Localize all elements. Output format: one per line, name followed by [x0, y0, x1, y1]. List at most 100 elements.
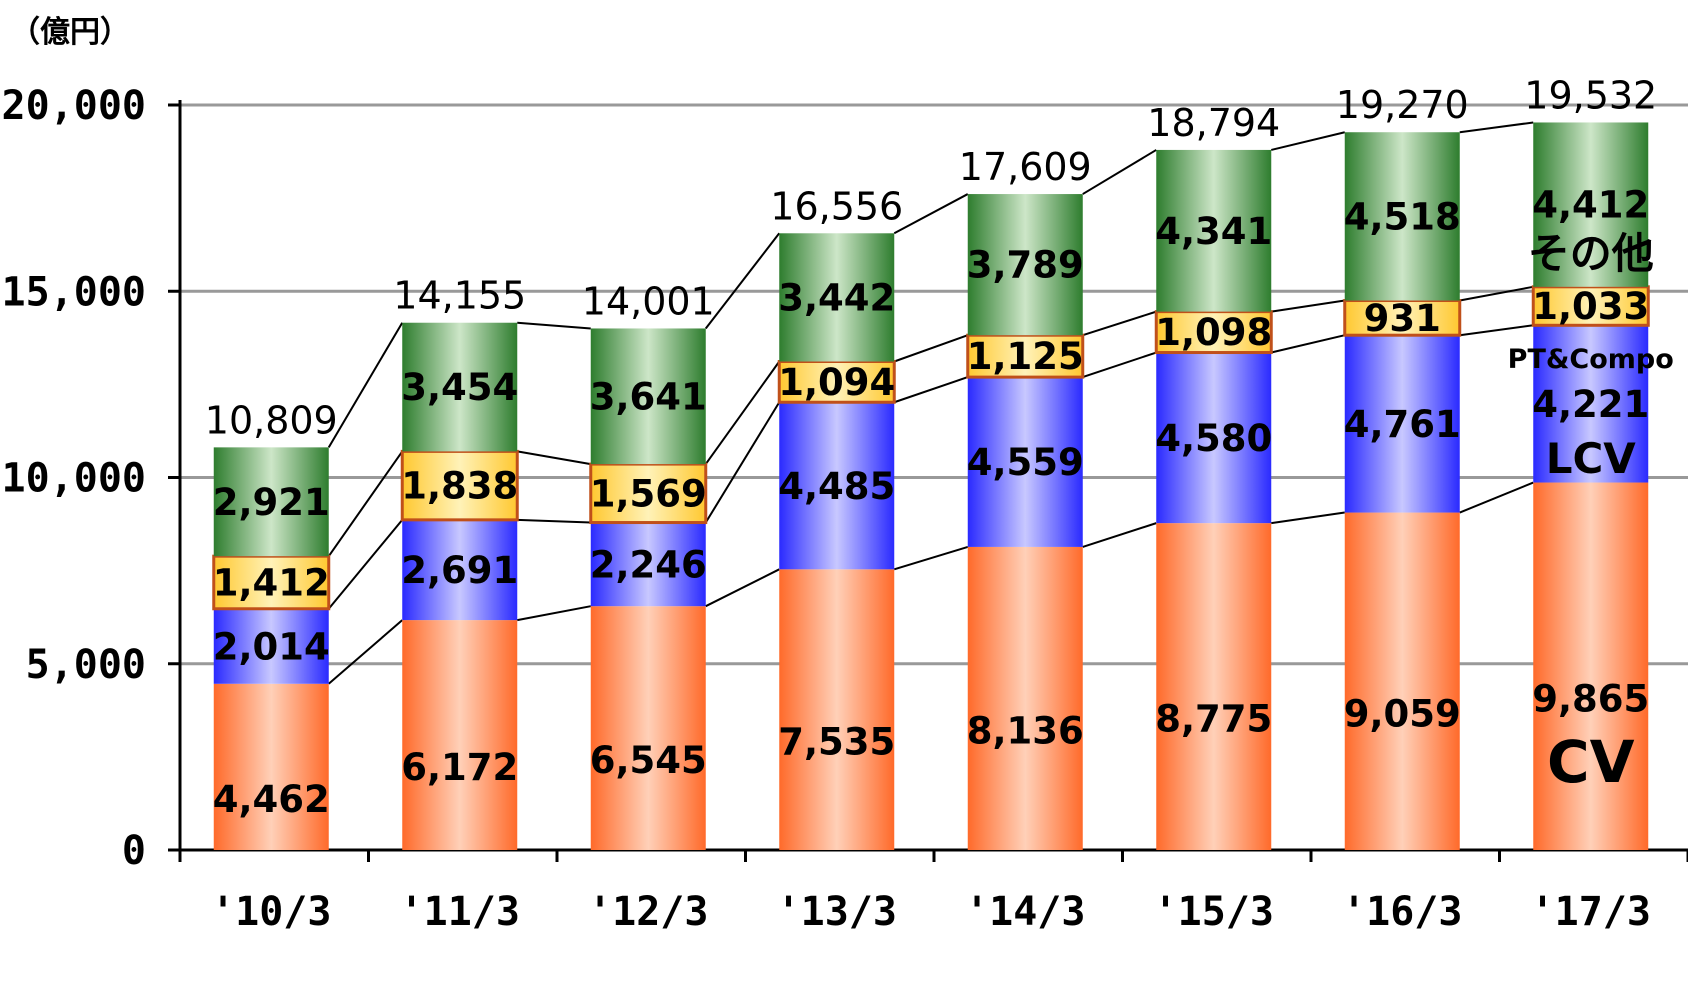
connector-line	[1271, 334, 1345, 354]
value-label: 4,485	[778, 465, 895, 508]
value-label: 4,559	[967, 441, 1084, 484]
x-tick-label: '10/3	[211, 889, 331, 935]
connector-line	[1271, 511, 1345, 525]
bar-cv	[779, 569, 895, 850]
bar-cv	[213, 683, 329, 850]
x-tick-label: '17/3	[1531, 889, 1651, 935]
connector-line	[328, 619, 403, 685]
x-tick-label: '12/3	[588, 889, 708, 935]
bar-lcv	[402, 519, 518, 621]
value-label: 4,412	[1532, 184, 1649, 227]
value-label: 1,033	[1532, 285, 1649, 328]
connector-line	[704, 360, 781, 465]
value-label: 8,136	[967, 709, 1084, 752]
y-tick-label: 0	[122, 828, 146, 874]
connector-line	[705, 568, 780, 608]
connector-line	[1459, 285, 1534, 302]
connector-line	[893, 193, 969, 235]
series-name-label: LCV	[1546, 434, 1637, 483]
total-label: 18,794	[1147, 101, 1280, 145]
connector-line	[517, 321, 591, 330]
connector-line	[893, 545, 969, 571]
bar-pt-compo	[589, 462, 708, 525]
x-tick-labels: '10/3 '11/3 '12/3 '13/3 '14/3 '15/3 '16/3 '17/3	[211, 889, 1651, 935]
value-label: 7,535	[778, 721, 895, 764]
connector-line	[1271, 131, 1345, 151]
connector-line	[704, 232, 781, 330]
bar-cv	[1533, 482, 1649, 850]
value-label: 1,094	[778, 361, 895, 404]
y-tick-label: 20,000	[2, 83, 147, 129]
value-label: 2,921	[213, 481, 330, 524]
value-label: 3,641	[590, 375, 707, 418]
connector-line	[1082, 522, 1157, 548]
connector-lines	[327, 121, 1534, 685]
bar-cv	[1156, 523, 1272, 850]
x-tick-label: '16/3	[1342, 889, 1462, 935]
bar-other	[1156, 149, 1272, 312]
connector-line	[1459, 481, 1534, 514]
bar-lcv	[590, 522, 706, 607]
bar-cv	[590, 606, 706, 850]
series-name-label: PT&Compo	[1508, 344, 1674, 375]
value-label: 8,775	[1155, 698, 1272, 741]
bar-cv	[1344, 512, 1460, 850]
total-label: 19,532	[1524, 73, 1657, 117]
bar-pt-compo	[966, 333, 1085, 379]
value-label: 3,789	[967, 244, 1084, 287]
value-label: 1,569	[590, 472, 707, 515]
y-tick-label: 15,000	[2, 269, 147, 315]
bar-other	[1344, 132, 1460, 301]
total-label: 16,556	[770, 184, 903, 228]
connector-line	[517, 450, 591, 466]
bar-pt-compo	[1154, 310, 1273, 355]
connector-line	[704, 401, 781, 524]
value-label: 931	[1364, 297, 1441, 340]
value-label: 6,545	[590, 739, 707, 782]
connector-line	[327, 519, 404, 610]
bar-pt-compo	[1531, 285, 1650, 327]
connector-line	[1082, 149, 1157, 195]
connector-line	[1082, 351, 1157, 379]
value-label: 4,221	[1532, 383, 1649, 426]
total-label: 14,155	[393, 274, 526, 318]
bar-other	[1533, 122, 1649, 287]
bar-lcv	[1533, 325, 1649, 483]
bar-other	[967, 194, 1083, 336]
total-label: 19,270	[1336, 83, 1469, 127]
bar-other	[402, 322, 518, 452]
value-label: 2,246	[590, 543, 707, 586]
bar-other	[779, 233, 895, 362]
value-label: 4,761	[1344, 403, 1461, 446]
value-label: 4,341	[1155, 210, 1272, 253]
bar-other	[213, 447, 329, 557]
bar-pt-compo	[212, 554, 331, 611]
value-label: 1,838	[401, 465, 518, 508]
connector-line	[517, 518, 591, 524]
value-label: 9,059	[1344, 692, 1461, 735]
value-label: 2,014	[213, 625, 330, 668]
total-label: 14,001	[582, 279, 715, 323]
connector-line	[893, 334, 969, 363]
x-tick-label: '15/3	[1154, 889, 1274, 935]
series-name-label: その他	[1528, 229, 1654, 278]
y-tick-labels: 0 5,000 10,000 15,000 20,000	[2, 83, 147, 874]
value-label: 2,691	[401, 549, 518, 592]
total-label: 10,809	[205, 398, 338, 442]
total-label: 17,609	[959, 145, 1092, 189]
connector-line	[1459, 121, 1534, 134]
value-label: 3,442	[778, 276, 895, 319]
connector-line	[1082, 310, 1157, 337]
bar-lcv	[213, 608, 329, 684]
connector-line	[517, 605, 591, 622]
y-tick-label: 5,000	[26, 642, 146, 688]
value-label: 1,412	[213, 561, 330, 604]
value-label: 9,865	[1532, 677, 1649, 720]
value-label: 6,172	[401, 746, 518, 789]
value-label: 4,462	[213, 778, 330, 821]
x-tick-label: '13/3	[777, 889, 897, 935]
value-label: 4,580	[1155, 417, 1272, 460]
bar-cv	[967, 546, 1083, 850]
series-name-label: CV	[1547, 728, 1635, 796]
